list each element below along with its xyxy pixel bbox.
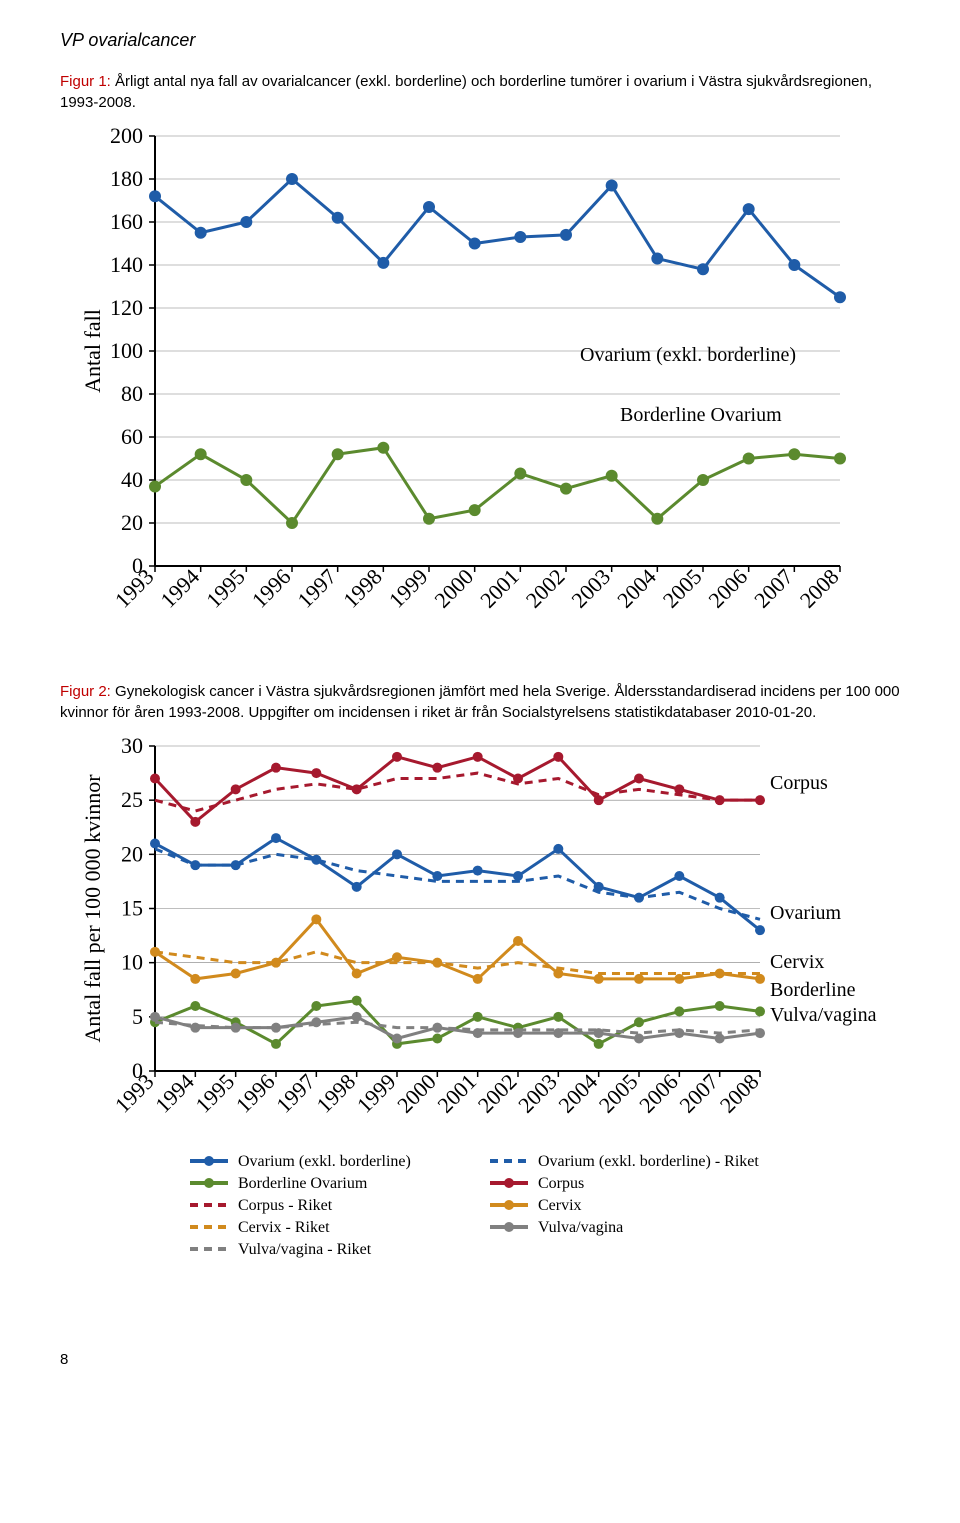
- figure1-caption-lead: Figur 1:: [60, 73, 111, 90]
- svg-text:Vulva/vagina - Riket: Vulva/vagina - Riket: [238, 1241, 372, 1258]
- page-number: 8: [60, 1351, 900, 1368]
- page-header: VP ovarialcancer: [60, 30, 900, 51]
- svg-text:Cervix: Cervix: [770, 951, 824, 973]
- svg-text:200: 200: [110, 123, 143, 148]
- figure2-caption-lead: Figur 2:: [60, 683, 111, 700]
- svg-text:2006: 2006: [703, 564, 752, 613]
- svg-text:Ovarium: Ovarium: [770, 902, 842, 924]
- svg-text:2000: 2000: [429, 564, 478, 613]
- svg-text:2001: 2001: [432, 1069, 481, 1118]
- svg-text:Borderline: Borderline: [770, 979, 856, 1001]
- svg-text:15: 15: [121, 896, 143, 921]
- svg-text:2007: 2007: [674, 1069, 723, 1118]
- svg-text:2005: 2005: [594, 1069, 643, 1118]
- svg-text:1997: 1997: [271, 1069, 320, 1118]
- figure2-svg: 0510152025301993199419951996199719981999…: [60, 731, 880, 1271]
- figure1-caption-text: Årligt antal nya fall av ovarialcancer (…: [60, 73, 872, 111]
- svg-text:1993: 1993: [110, 564, 159, 613]
- figure1-svg: 0204060801001201401601802001993199419951…: [60, 121, 880, 641]
- svg-text:Ovarium (exkl. borderline): Ovarium (exkl. borderline): [580, 344, 796, 366]
- svg-text:80: 80: [121, 381, 143, 406]
- svg-text:Antal fall: Antal fall: [80, 309, 105, 393]
- svg-text:2003: 2003: [513, 1069, 562, 1118]
- svg-text:Borderline Ovarium: Borderline Ovarium: [238, 1175, 368, 1192]
- svg-text:60: 60: [121, 424, 143, 449]
- svg-text:Borderline Ovarium: Borderline Ovarium: [620, 404, 782, 426]
- svg-text:Vulva/vagina: Vulva/vagina: [538, 1219, 623, 1236]
- svg-text:2007: 2007: [749, 564, 798, 613]
- svg-text:Vulva/vagina: Vulva/vagina: [770, 1004, 877, 1026]
- figure2-caption: Figur 2: Gynekologisk cancer i Västra sj…: [60, 681, 900, 723]
- svg-text:2006: 2006: [634, 1069, 683, 1118]
- svg-text:20: 20: [121, 510, 143, 535]
- figure2-caption-text: Gynekologisk cancer i Västra sjukvårdsre…: [60, 683, 900, 721]
- svg-text:160: 160: [110, 209, 143, 234]
- svg-text:Corpus: Corpus: [538, 1175, 584, 1192]
- svg-text:120: 120: [110, 295, 143, 320]
- svg-text:2008: 2008: [795, 564, 844, 613]
- svg-text:5: 5: [132, 1004, 143, 1029]
- svg-text:Corpus - Riket: Corpus - Riket: [238, 1197, 333, 1214]
- svg-text:2002: 2002: [473, 1069, 522, 1118]
- svg-text:40: 40: [121, 467, 143, 492]
- figure1-chart: 0204060801001201401601802001993199419951…: [60, 121, 900, 641]
- svg-text:1998: 1998: [311, 1069, 360, 1118]
- svg-text:Ovarium (exkl. borderline) - R: Ovarium (exkl. borderline) - Riket: [538, 1153, 759, 1170]
- svg-text:2000: 2000: [392, 1069, 441, 1118]
- svg-text:10: 10: [121, 950, 143, 975]
- svg-text:1995: 1995: [190, 1069, 239, 1118]
- svg-text:1996: 1996: [231, 1069, 280, 1118]
- svg-text:1998: 1998: [338, 564, 387, 613]
- figure1-caption: Figur 1: Årligt antal nya fall av ovaria…: [60, 71, 900, 113]
- svg-text:Corpus: Corpus: [770, 772, 828, 794]
- svg-text:1994: 1994: [155, 564, 204, 613]
- svg-text:Antal fall per 100 000 kvinnor: Antal fall per 100 000 kvinnor: [80, 774, 105, 1043]
- svg-text:25: 25: [121, 787, 143, 812]
- svg-text:Cervix: Cervix: [538, 1197, 582, 1214]
- svg-text:1997: 1997: [292, 564, 341, 613]
- svg-text:1999: 1999: [352, 1069, 401, 1118]
- svg-text:30: 30: [121, 733, 143, 758]
- svg-text:2004: 2004: [612, 564, 661, 613]
- svg-text:1996: 1996: [247, 564, 296, 613]
- svg-text:140: 140: [110, 252, 143, 277]
- svg-text:1994: 1994: [150, 1069, 199, 1118]
- svg-text:2004: 2004: [553, 1069, 602, 1118]
- svg-text:2003: 2003: [566, 564, 615, 613]
- svg-text:1993: 1993: [110, 1069, 159, 1118]
- svg-text:20: 20: [121, 841, 143, 866]
- svg-text:2008: 2008: [715, 1069, 764, 1118]
- svg-text:180: 180: [110, 166, 143, 191]
- svg-text:2001: 2001: [475, 564, 524, 613]
- figure2-chart: 0510152025301993199419951996199719981999…: [60, 731, 900, 1271]
- svg-text:Cervix - Riket: Cervix - Riket: [238, 1219, 330, 1236]
- svg-text:1995: 1995: [201, 564, 250, 613]
- svg-text:1999: 1999: [384, 564, 433, 613]
- svg-text:2005: 2005: [658, 564, 707, 613]
- svg-text:2002: 2002: [521, 564, 570, 613]
- svg-text:Ovarium (exkl. borderline): Ovarium (exkl. borderline): [238, 1153, 411, 1170]
- svg-text:100: 100: [110, 338, 143, 363]
